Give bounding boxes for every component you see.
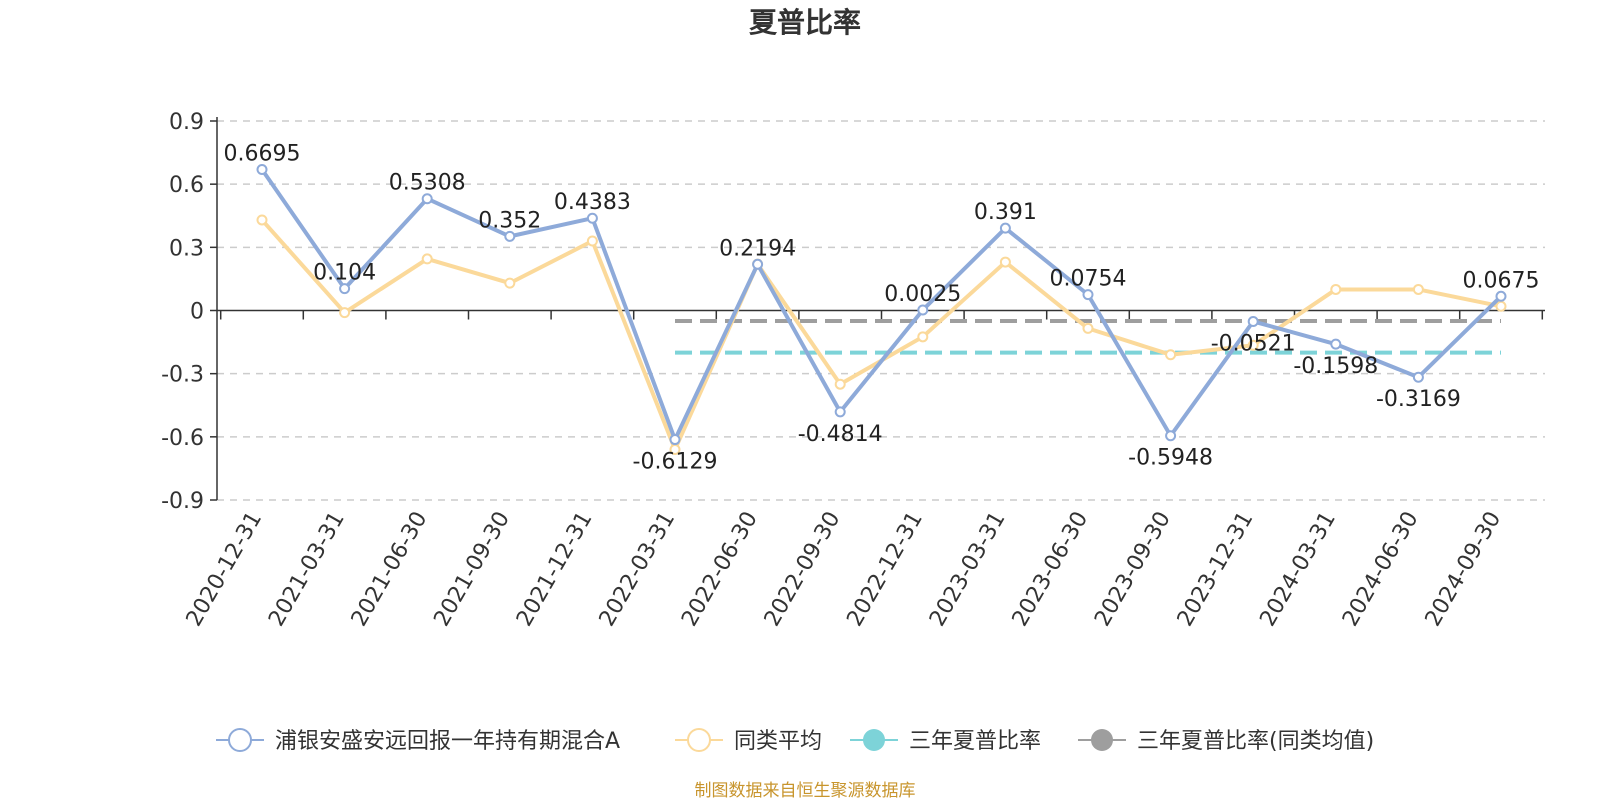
x-tick-label: 2023-09-30: [1090, 508, 1176, 631]
fund-data-label: -0.0521: [1211, 331, 1296, 356]
peer-average-sharpe-point: [1412, 283, 1424, 295]
x-tick-label: 2021-12-31: [512, 508, 598, 631]
peer-average-sharpe-point: [1082, 322, 1094, 334]
legend-three-year-sharpe: 三年夏普比率: [850, 729, 1041, 754]
legend-peer-average-marker: [687, 728, 711, 752]
fund-data-label: 0.0025: [884, 282, 961, 307]
fund-data-label: -0.6129: [633, 450, 718, 475]
peer-average-sharpe-point: [1495, 300, 1507, 312]
peer-average-sharpe-point: [504, 277, 516, 289]
y-tick-label: -0.6: [161, 426, 204, 451]
x-tick-label: 2024-06-30: [1338, 508, 1424, 631]
fund-data-label: 0.4383: [554, 190, 631, 215]
legend-three-year-sharpe-label: 三年夏普比率: [909, 729, 1041, 754]
x-tick-label: 2020-12-31: [182, 508, 268, 631]
fund-data-label: 0.0754: [1050, 267, 1127, 292]
fund-sharpe-point: [1082, 289, 1094, 301]
legend-peer-average: 同类平均: [675, 728, 822, 754]
chart-title: 夏普比率: [749, 6, 861, 39]
peer-average-sharpe-point: [421, 253, 433, 265]
legend-fund-label: 浦银安盛安远回报一年持有期混合A: [275, 729, 620, 754]
fund-sharpe-point: [421, 193, 433, 205]
fund-sharpe-point: [669, 434, 681, 446]
peer-average-sharpe-point: [1165, 349, 1177, 361]
fund-data-label: 0.6695: [224, 142, 301, 167]
fund-data-label: -0.1598: [1293, 354, 1378, 379]
fund-sharpe-point: [834, 406, 846, 418]
fund-sharpe-point: [752, 258, 764, 270]
fund-data-label: 0.0675: [1463, 268, 1540, 293]
fund-data-label: 0.104: [313, 261, 376, 286]
fund-sharpe-point: [339, 283, 351, 295]
series-layer: [256, 164, 1507, 455]
fund-data-label: 0.5308: [389, 171, 466, 196]
peer-average-sharpe-line: [260, 217, 1503, 452]
peer-average-sharpe-point: [1247, 339, 1259, 351]
source-note: 制图数据来自恒生聚源数据库: [695, 781, 916, 800]
x-tick-label: 2023-03-31: [925, 508, 1011, 631]
peer-average-sharpe-point: [1330, 283, 1342, 295]
x-tick-label: 2022-03-31: [595, 508, 681, 631]
x-tick-label: 2021-06-30: [347, 508, 433, 631]
y-tick-label: 0.6: [169, 173, 204, 198]
fund-sharpe-point: [504, 230, 516, 242]
fund-sharpe-point: [1330, 338, 1342, 350]
reference-lines-layer: [675, 319, 1501, 355]
grid-layer: [217, 120, 1545, 501]
peer-average-sharpe-point: [256, 214, 268, 226]
x-tick-label: 2024-09-30: [1421, 508, 1507, 631]
data-labels-layer: 0.6695 0.104 0.5308 0.352 0.4383 -0.6129 0.219…: [224, 142, 1540, 475]
fund-data-label: -0.3169: [1376, 387, 1461, 412]
fund-sharpe-point: [1247, 315, 1259, 327]
fund-sharpe-point: [1165, 430, 1177, 442]
legend-three-year-sharpe-peer-average-marker: [1091, 729, 1113, 751]
fund-sharpe-point: [256, 164, 268, 176]
x-tick-label: 2023-06-30: [1008, 508, 1094, 631]
legend-peer-average-label: 同类平均: [734, 729, 822, 754]
fund-sharpe-point: [586, 212, 598, 224]
legend-fund-marker: [228, 728, 252, 752]
fund-sharpe-line: [260, 167, 1503, 442]
fund-sharpe-point: [917, 304, 929, 316]
x-tick-label: 2022-06-30: [677, 508, 763, 631]
y-tick-label: 0: [190, 300, 204, 325]
x-tick-label: 2021-09-30: [429, 508, 515, 631]
y-tick-label: 0.3: [169, 236, 204, 261]
peer-average-sharpe-point: [834, 378, 846, 390]
legend-three-year-sharpe-peer-average: 三年夏普比率(同类均值): [1078, 729, 1374, 754]
x-tick-label: 2024-03-31: [1255, 508, 1341, 631]
x-tick-label: 2022-09-30: [760, 508, 846, 631]
fund-data-label: 0.2194: [719, 236, 796, 261]
x-tick-label: 2022-12-31: [842, 508, 928, 631]
legend-three-year-sharpe-marker: [863, 729, 885, 751]
fund-sharpe-point: [1412, 371, 1424, 383]
peer-average-sharpe-point: [999, 256, 1011, 268]
fund-sharpe-point: [1495, 290, 1507, 302]
peer-average-sharpe-point: [917, 331, 929, 343]
fund-data-label: 0.391: [974, 200, 1037, 225]
peer-average-sharpe-point: [339, 307, 351, 319]
y-tick-label: -0.9: [161, 489, 204, 514]
fund-data-label: 0.352: [478, 208, 541, 233]
x-tick-label: 2021-03-31: [264, 508, 350, 631]
fund-sharpe-point: [999, 222, 1011, 234]
y-tick-label: 0.9: [169, 110, 204, 135]
legend: 浦银安盛安远回报一年持有期混合A 同类平均 三年夏普比率 三年夏普比率(同类均值): [216, 728, 1374, 754]
fund-data-label: -0.5948: [1128, 446, 1213, 471]
y-tick-label: -0.3: [161, 363, 204, 388]
fund-data-label: -0.4814: [798, 422, 883, 447]
legend-three-year-sharpe-peer-average-label: 三年夏普比率(同类均值): [1137, 729, 1374, 754]
x-tick-label: 2023-12-31: [1173, 508, 1259, 631]
legend-fund: 浦银安盛安远回报一年持有期混合A: [216, 728, 620, 754]
peer-average-sharpe-point: [586, 235, 598, 247]
